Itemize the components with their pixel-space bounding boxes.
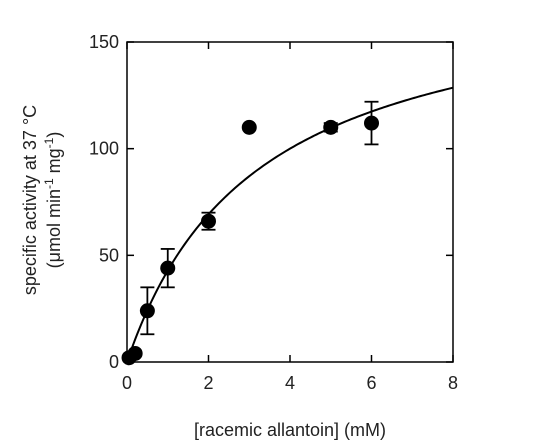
data-point [201, 213, 216, 229]
data-point [127, 345, 143, 361]
y-tick-label: 0 [109, 352, 119, 372]
x-tick-label: 6 [366, 373, 376, 393]
y-axis-label-unit-open: (μmol min [44, 189, 64, 268]
y-axis-label-unit-mid: mg [44, 148, 64, 178]
plot-area-frame [126, 41, 454, 363]
fit-curve [126, 86, 454, 363]
data-point [139, 303, 155, 319]
x-tick-label: 4 [285, 373, 295, 393]
data-point [241, 119, 257, 135]
x-tick-label: 2 [203, 373, 213, 393]
y-axis-label-exp2: -1 [42, 137, 56, 148]
x-axis-label: [racemic allantoin] (mM) [194, 420, 386, 440]
data-point [364, 115, 379, 131]
y-axis-label-line1: specific activity at 37 °C [20, 105, 40, 295]
y-axis-label-exp1: -1 [42, 178, 56, 189]
data-point [323, 119, 339, 135]
y-axis-label-line2: (μmol min-1 mg-1) [42, 132, 64, 269]
y-tick-label: 50 [99, 245, 119, 265]
x-tick-label: 0 [122, 373, 132, 393]
y-tick-label: 100 [89, 139, 119, 159]
y-axis-label-unit-close: ) [44, 132, 64, 138]
y-tick-label: 150 [89, 32, 119, 52]
data-point [160, 260, 176, 276]
x-tick-label: 8 [448, 373, 458, 393]
